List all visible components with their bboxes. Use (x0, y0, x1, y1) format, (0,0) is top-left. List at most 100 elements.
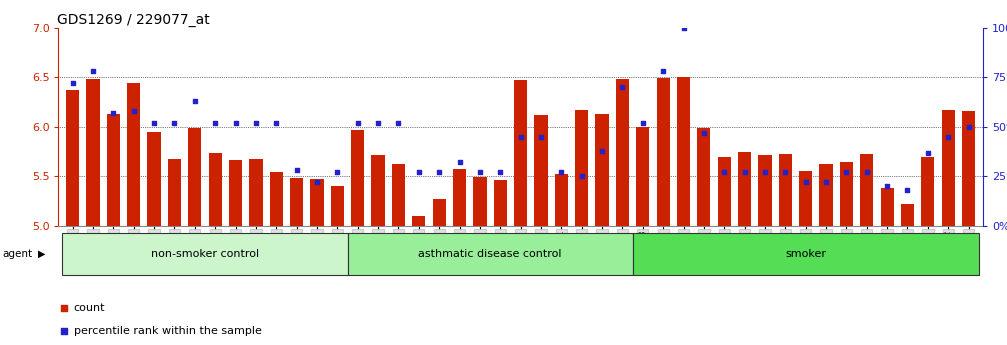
Point (879, 184, 895, 189)
Point (370, 120, 386, 126)
Point (56, 328, 73, 334)
Bar (677, 77, 690, 226)
Bar (778, 154, 792, 226)
Bar (493, 180, 507, 226)
Point (451, 160, 467, 165)
Text: smoker: smoker (785, 248, 826, 258)
Point (85, 68, 101, 74)
Bar (636, 127, 650, 226)
FancyBboxPatch shape (347, 234, 632, 275)
Bar (270, 172, 283, 226)
Point (614, 84, 630, 90)
Point (777, 170, 794, 175)
Point (248, 120, 264, 126)
Bar (921, 157, 934, 226)
Bar (188, 128, 201, 226)
Bar (127, 83, 140, 226)
Point (676, 25, 692, 30)
Point (574, 174, 590, 179)
Bar (901, 204, 914, 226)
Point (533, 134, 549, 139)
FancyBboxPatch shape (62, 234, 347, 275)
Point (207, 120, 224, 126)
Text: asthmatic disease control: asthmatic disease control (418, 248, 562, 258)
Point (431, 170, 447, 175)
Point (186, 98, 202, 104)
Bar (229, 159, 242, 226)
Bar (208, 152, 222, 226)
Point (696, 130, 712, 136)
Text: percentile rank within the sample: percentile rank within the sample (74, 326, 262, 336)
Point (492, 170, 509, 175)
Point (594, 148, 610, 154)
Point (716, 170, 732, 175)
Text: count: count (74, 303, 105, 313)
Point (391, 120, 407, 126)
Bar (473, 177, 486, 226)
Bar (147, 132, 161, 226)
Text: ▶: ▶ (38, 249, 45, 258)
Text: GDS1269 / 229077_at: GDS1269 / 229077_at (57, 12, 210, 27)
Bar (595, 114, 608, 226)
Bar (453, 169, 466, 226)
Bar (66, 90, 80, 226)
Bar (535, 115, 548, 226)
Bar (555, 175, 568, 226)
Bar (860, 154, 873, 226)
Bar (840, 161, 853, 226)
Bar (392, 165, 405, 226)
Bar (433, 199, 446, 226)
Bar (738, 151, 751, 226)
Bar (250, 159, 263, 226)
Point (736, 170, 752, 175)
Bar (758, 155, 771, 226)
Point (899, 188, 915, 193)
Point (106, 110, 122, 116)
Bar (962, 111, 975, 226)
Point (656, 68, 672, 74)
Point (309, 179, 325, 185)
Bar (514, 80, 528, 226)
Bar (412, 216, 425, 226)
Point (634, 120, 651, 126)
Bar (616, 79, 629, 226)
Bar (87, 79, 100, 226)
Bar (310, 179, 323, 226)
Bar (168, 159, 181, 226)
Point (757, 170, 773, 175)
Point (146, 120, 162, 126)
Point (818, 179, 834, 185)
Bar (575, 110, 588, 226)
Point (553, 170, 569, 175)
Bar (718, 157, 731, 226)
Bar (657, 78, 670, 226)
Point (64, 80, 81, 86)
Point (126, 108, 142, 114)
Bar (820, 165, 833, 226)
Point (919, 150, 936, 155)
Bar (290, 178, 303, 226)
Point (329, 170, 345, 175)
Point (798, 179, 814, 185)
Point (349, 120, 366, 126)
FancyBboxPatch shape (632, 234, 979, 275)
Bar (330, 186, 344, 226)
Point (268, 120, 284, 126)
Point (839, 170, 855, 175)
Point (289, 168, 305, 173)
Point (166, 120, 182, 126)
Point (859, 170, 875, 175)
Text: non-smoker control: non-smoker control (151, 248, 259, 258)
Bar (800, 171, 813, 226)
Point (411, 170, 427, 175)
Bar (372, 155, 385, 226)
Bar (107, 114, 120, 226)
Bar (942, 110, 955, 226)
Text: agent: agent (2, 249, 32, 258)
Bar (880, 188, 894, 226)
Bar (697, 128, 711, 226)
Point (228, 120, 244, 126)
Point (513, 134, 529, 139)
Point (941, 134, 957, 139)
Point (961, 124, 977, 130)
